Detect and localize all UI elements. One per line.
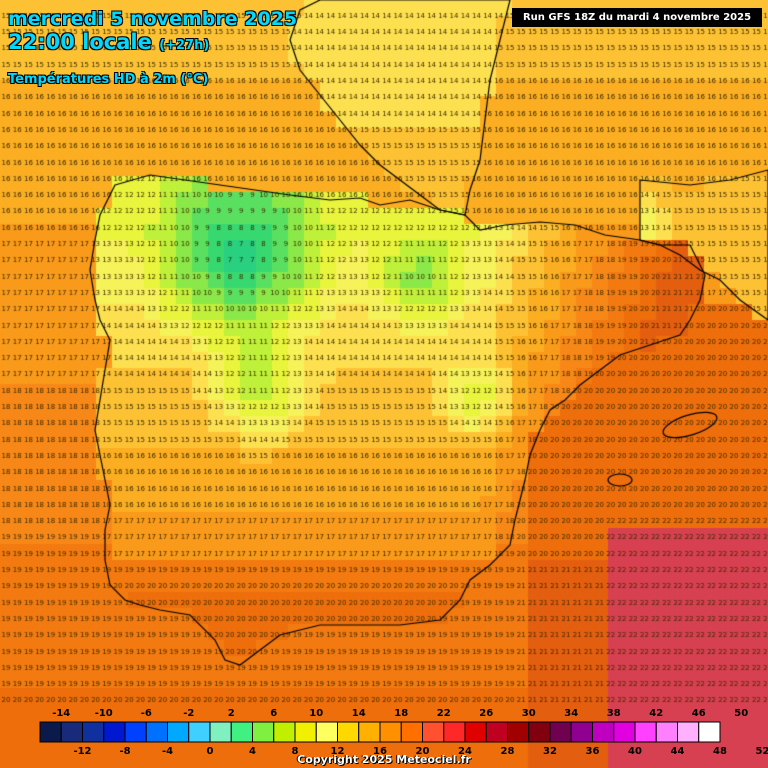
legend-swatch <box>294 721 317 743</box>
legend-swatch <box>528 721 551 743</box>
legend-label-lower: 24 <box>458 746 472 757</box>
legend-swatch <box>655 721 678 743</box>
legend-label-lower: 16 <box>373 746 387 757</box>
legend-label-upper: 6 <box>270 708 277 719</box>
forecast-date: mercredi 5 novembre 2025 <box>8 8 298 30</box>
legend-label-lower: -4 <box>162 746 173 757</box>
legend-label-upper: 10 <box>309 708 323 719</box>
legend-swatch <box>60 721 83 743</box>
legend-label-upper: -6 <box>141 708 152 719</box>
legend-swatch <box>337 721 360 743</box>
legend-label-lower: 52 <box>756 746 768 757</box>
legend-label-lower: 40 <box>628 746 642 757</box>
legend-label-lower: 44 <box>671 746 685 757</box>
legend-label-upper: 46 <box>692 708 706 719</box>
legend-label-upper: -2 <box>183 708 194 719</box>
legend-swatch <box>443 721 466 743</box>
legend-label-lower: 32 <box>543 746 557 757</box>
legend-swatch <box>103 721 126 743</box>
legend-swatch <box>549 721 572 743</box>
legend-swatch <box>315 721 338 743</box>
forecast-hour: 22:00 locale <box>8 30 152 54</box>
legend-swatch <box>485 721 508 743</box>
legend-swatch <box>464 721 487 743</box>
legend-swatch <box>634 721 657 743</box>
legend-label-lower: 8 <box>292 746 299 757</box>
legend-label-upper: 30 <box>522 708 536 719</box>
legend-label-upper: 22 <box>437 708 451 719</box>
legend-label-lower: 28 <box>501 746 515 757</box>
legend-swatch <box>507 721 530 743</box>
legend-label-lower: 20 <box>416 746 430 757</box>
legend-label-upper: -10 <box>95 708 113 719</box>
legend-swatch <box>570 721 593 743</box>
legend-label-lower: 36 <box>586 746 600 757</box>
forecast-time: 22:00 locale (+27h) <box>8 30 297 58</box>
legend-swatch <box>379 721 402 743</box>
legend-swatch <box>39 721 62 743</box>
legend-label-upper: -14 <box>52 708 70 719</box>
field-name: Températures HD à 2m (°C) <box>8 72 209 87</box>
legend-swatch <box>230 721 253 743</box>
legend-label-lower: 12 <box>331 746 345 757</box>
legend-label-lower: -12 <box>73 746 91 757</box>
legend-swatch <box>677 721 700 743</box>
legend-label-upper: 38 <box>607 708 621 719</box>
legend-swatch <box>613 721 636 743</box>
legend-swatch <box>698 721 721 743</box>
legend-label-upper: 18 <box>394 708 408 719</box>
legend-swatch <box>167 721 190 743</box>
legend-swatch <box>273 721 296 743</box>
legend-label-upper: 42 <box>649 708 663 719</box>
legend-swatch <box>188 721 211 743</box>
legend-label-upper: 50 <box>734 708 748 719</box>
legend-label-upper: 14 <box>352 708 366 719</box>
legend-swatch <box>252 721 275 743</box>
title-block: mercredi 5 novembre 2025 22:00 locale (+… <box>8 8 297 88</box>
legend-swatch <box>145 721 168 743</box>
legend-swatch <box>422 721 445 743</box>
copyright: Copyright 2025 Meteociel.fr <box>297 753 471 766</box>
forecast-offset: (+27h) <box>159 38 210 53</box>
legend-label-lower: 48 <box>713 746 727 757</box>
legend-swatch <box>358 721 381 743</box>
legend-swatch <box>592 721 615 743</box>
legend-label-upper: 2 <box>228 708 235 719</box>
run-info: Run GFS 18Z du mardi 4 novembre 2025 <box>512 8 762 27</box>
legend-label-upper: 34 <box>564 708 578 719</box>
legend-swatch <box>124 721 147 743</box>
legend-label-lower: -8 <box>119 746 130 757</box>
legend-swatch <box>82 721 105 743</box>
color-legend: -14 -10 -6 -2 2 6 10 14 18 22 26 30 34 38 42 46 50-12 -8-… <box>39 708 768 757</box>
legend-swatch <box>400 721 423 743</box>
legend-label-lower: 4 <box>249 746 256 757</box>
legend-swatch <box>209 721 232 743</box>
legend-label-upper: 26 <box>479 708 493 719</box>
legend-label-lower: 0 <box>207 746 214 757</box>
